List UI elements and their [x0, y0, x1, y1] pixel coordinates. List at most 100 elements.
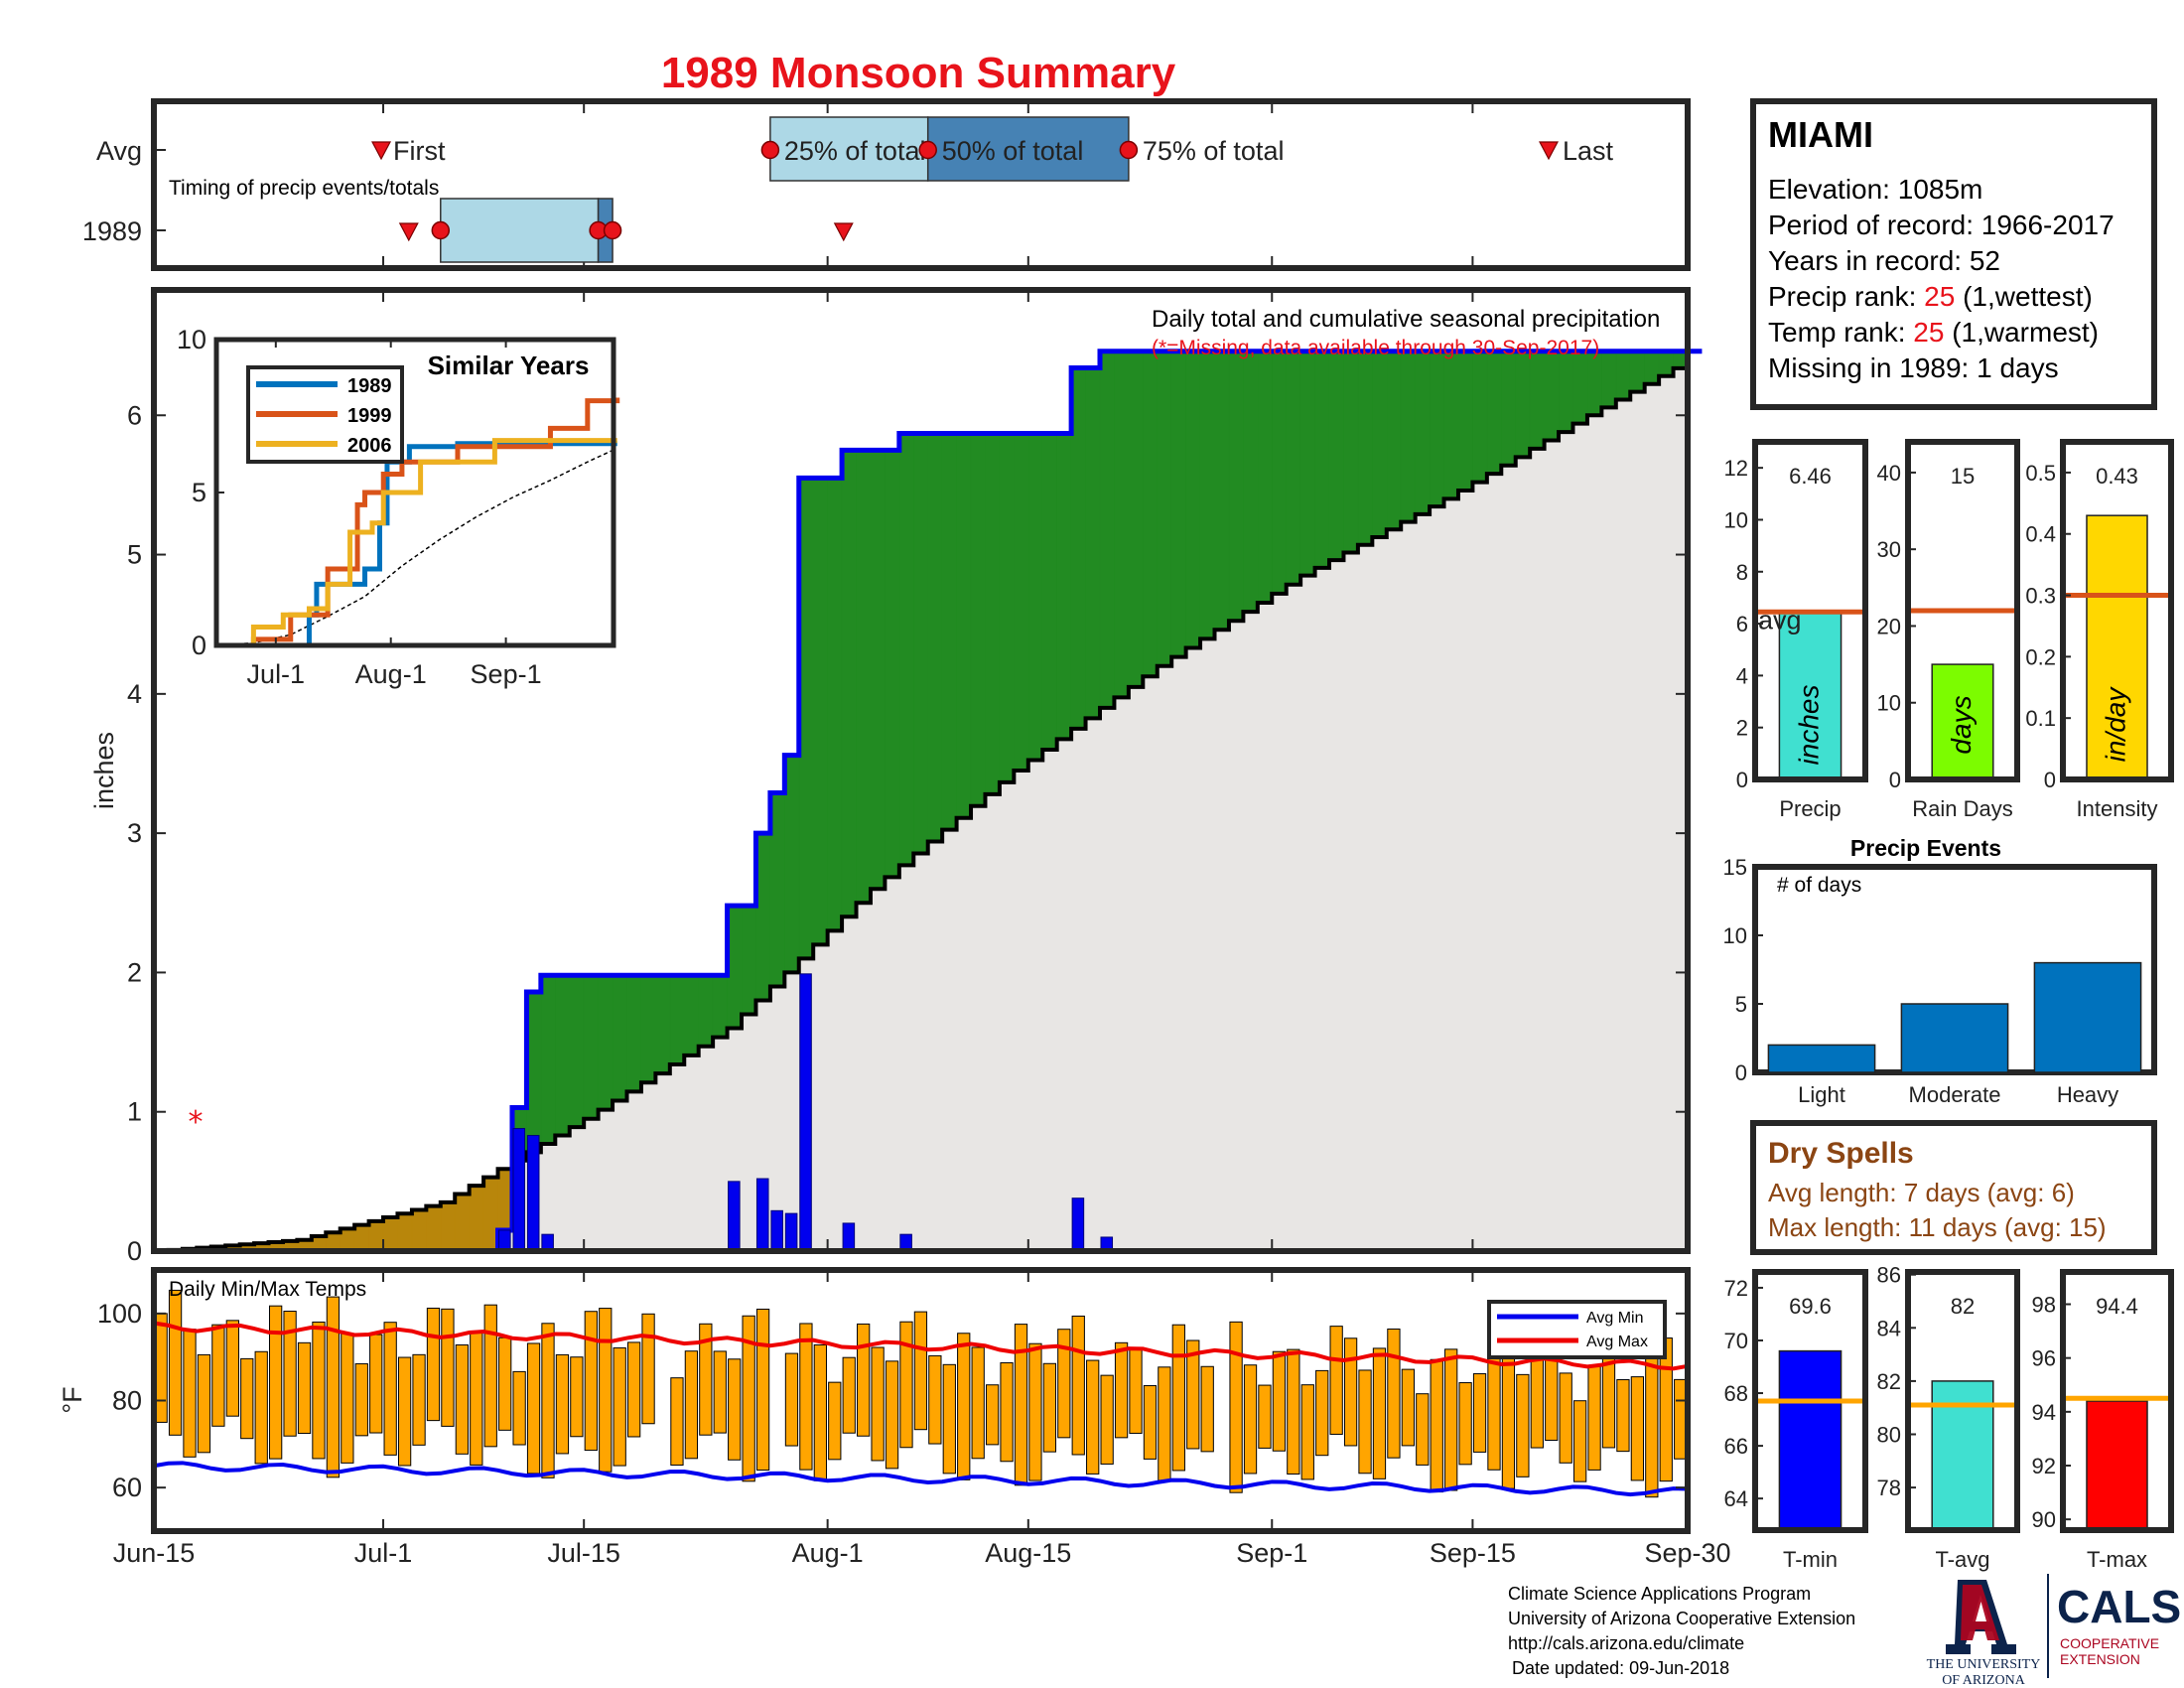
daily-temp-bar — [1014, 1324, 1028, 1486]
precip-events-panel: Precip Events # of days 0 5 10 15 Light Moder… — [1723, 835, 2157, 1107]
daily-precip-bar — [784, 1212, 798, 1252]
elevation-text: Elevation: 1085m — [1768, 174, 1982, 205]
daily-temp-bar — [885, 1360, 899, 1470]
precip-y-tick-label: 0 — [127, 1236, 142, 1266]
year-75-marker — [603, 220, 622, 240]
average-cumulative-line — [154, 365, 1688, 1253]
daily-temp-bar — [526, 1342, 541, 1475]
precip-y-tick-label: 1 — [127, 1097, 142, 1127]
daily-temp-bar — [971, 1346, 985, 1460]
temp-summary-2-label: T-max — [2087, 1547, 2147, 1572]
years-text: Years in record: 52 — [1768, 245, 2000, 276]
daily-temp-bar — [211, 1324, 225, 1427]
x-tick-label: Sep-30 — [1644, 1538, 1730, 1568]
temp-summary-0-y-tick-label: 64 — [1724, 1486, 1748, 1511]
avg-50-label: 50% of total — [942, 136, 1084, 166]
daily-temp-bar — [1430, 1358, 1443, 1493]
daily-temp-bar — [684, 1350, 699, 1460]
daily-temp-bar — [1659, 1337, 1673, 1482]
daily-temp-bar — [1042, 1362, 1057, 1453]
avg-25-label: 25% of total — [784, 136, 926, 166]
precip-summary-0-unit: inches — [1794, 685, 1825, 766]
daily-temp-bar — [1559, 1372, 1572, 1464]
events-inner-label: # of days — [1777, 874, 1861, 897]
precip-summary-0-y-tick-label: 10 — [1724, 507, 1748, 532]
daily-temp-bar — [470, 1331, 483, 1466]
events-y-tick-label: 15 — [1723, 855, 1747, 880]
x-tick-label: Sep-15 — [1430, 1538, 1516, 1568]
daily-temp-bar — [1086, 1359, 1100, 1475]
ua-line2: OF ARIZONA — [1942, 1673, 2026, 1688]
temp-panel: 60 80 100 °F Daily Min/Max Temps Avg Min A… — [58, 1267, 1691, 1534]
coop-line1: COOPERATIVE — [2060, 1635, 2159, 1651]
footer: Climate Science Applications Program Uni… — [1508, 1574, 2181, 1688]
daily-temp-bar — [1401, 1368, 1415, 1447]
dry-spells-max: Max length: 11 days (avg: 15) — [1768, 1212, 2107, 1242]
precip-summary-1-y-tick-label: 0 — [1889, 768, 1901, 792]
daily-temp-bar — [799, 1323, 813, 1471]
page-title: 1989 Monsoon Summary — [661, 49, 1176, 97]
daily-temp-bar — [928, 1354, 942, 1445]
daily-temp-bar — [397, 1356, 412, 1467]
x-tick-label: Sep-1 — [1236, 1538, 1307, 1568]
dry-spells-avg: Avg length: 7 days (avg: 6) — [1768, 1178, 2075, 1207]
events-title: Precip Events — [1850, 835, 2001, 861]
precip-summary-2-y-tick-label: 0.3 — [2025, 584, 2056, 609]
precip-summary-1-unit: days — [1946, 695, 1977, 754]
events-category-label: Moderate — [1909, 1082, 2001, 1107]
missing-text: Missing in 1989: 1 days — [1768, 352, 2059, 383]
daily-temp-bar — [713, 1350, 727, 1434]
precip-summary-0-y-tick-label: 8 — [1736, 560, 1748, 585]
precip-summary-2-y-tick-label: 0.2 — [2025, 644, 2056, 669]
temp-summary-2-bar — [2086, 1400, 2148, 1531]
daily-temp-bar — [297, 1341, 312, 1435]
avg-75-label: 75% of total — [1143, 136, 1285, 166]
ua-logo-a-hole — [1976, 1602, 1986, 1621]
daily-temp-bar — [197, 1353, 211, 1454]
avg-25-marker — [760, 140, 780, 160]
daily-temp-bar — [742, 1315, 755, 1482]
cumulative-1989-line — [495, 349, 1703, 1251]
average-cumulative-area — [154, 360, 1688, 1251]
x-tick-label: Aug-1 — [792, 1538, 864, 1568]
ua-line1: THE UNIVERSITY — [1927, 1657, 2041, 1672]
temp-summary-2-y-tick-label: 90 — [2032, 1507, 2056, 1532]
daily-temp-bar — [599, 1308, 613, 1473]
daily-temp-bar — [1186, 1339, 1200, 1450]
temp-y-tick-label: 80 — [112, 1386, 142, 1416]
precip-summary-1-y-tick-label: 30 — [1877, 537, 1901, 562]
footer-line2: University of Arizona Cooperative Extens… — [1508, 1609, 1855, 1628]
temp-summary-1-frame — [1905, 1269, 2020, 1533]
daily-temp-bar — [1572, 1400, 1587, 1482]
temp-summary-2-frame — [2060, 1269, 2174, 1533]
precip-summary-0-bar — [1778, 611, 1843, 780]
daily-temp-bar — [957, 1333, 971, 1480]
daily-temp-bar — [1315, 1369, 1329, 1457]
legend-label-1999: 1999 — [347, 405, 392, 427]
daily-temp-bar — [1630, 1376, 1645, 1481]
temp-summary-0-y-tick-label: 68 — [1724, 1381, 1748, 1406]
daily-temp-bar — [426, 1307, 441, 1422]
daily-temp-bar — [312, 1321, 326, 1460]
daily-temp-bar — [1272, 1350, 1287, 1452]
info-frame — [1750, 98, 2157, 410]
dry-spells-title: Dry Spells — [1768, 1137, 1914, 1170]
daily-temp-bar — [1372, 1347, 1387, 1479]
daily-temp-bar — [1501, 1336, 1516, 1489]
temp-legend-frame — [1487, 1300, 1667, 1359]
avg-first-marker — [371, 141, 392, 161]
daily-temp-bar — [570, 1356, 584, 1438]
daily-temp-bar — [1516, 1373, 1530, 1477]
daily-temp-bar — [1028, 1342, 1042, 1481]
avg-25-50-box — [769, 116, 929, 182]
daily-temp-bar — [670, 1377, 684, 1466]
daily-temp-bar — [283, 1311, 297, 1437]
daily-temp-bar — [441, 1308, 455, 1427]
year-first-marker — [398, 222, 419, 242]
year-first-dot — [431, 220, 451, 240]
daily-temp-bar — [1158, 1366, 1171, 1481]
timing-row-avg: Avg — [96, 136, 142, 166]
daily-temp-bar — [985, 1384, 1000, 1446]
inset-y-tick-label: 10 — [177, 325, 206, 354]
daily-temp-bar — [1171, 1324, 1185, 1472]
